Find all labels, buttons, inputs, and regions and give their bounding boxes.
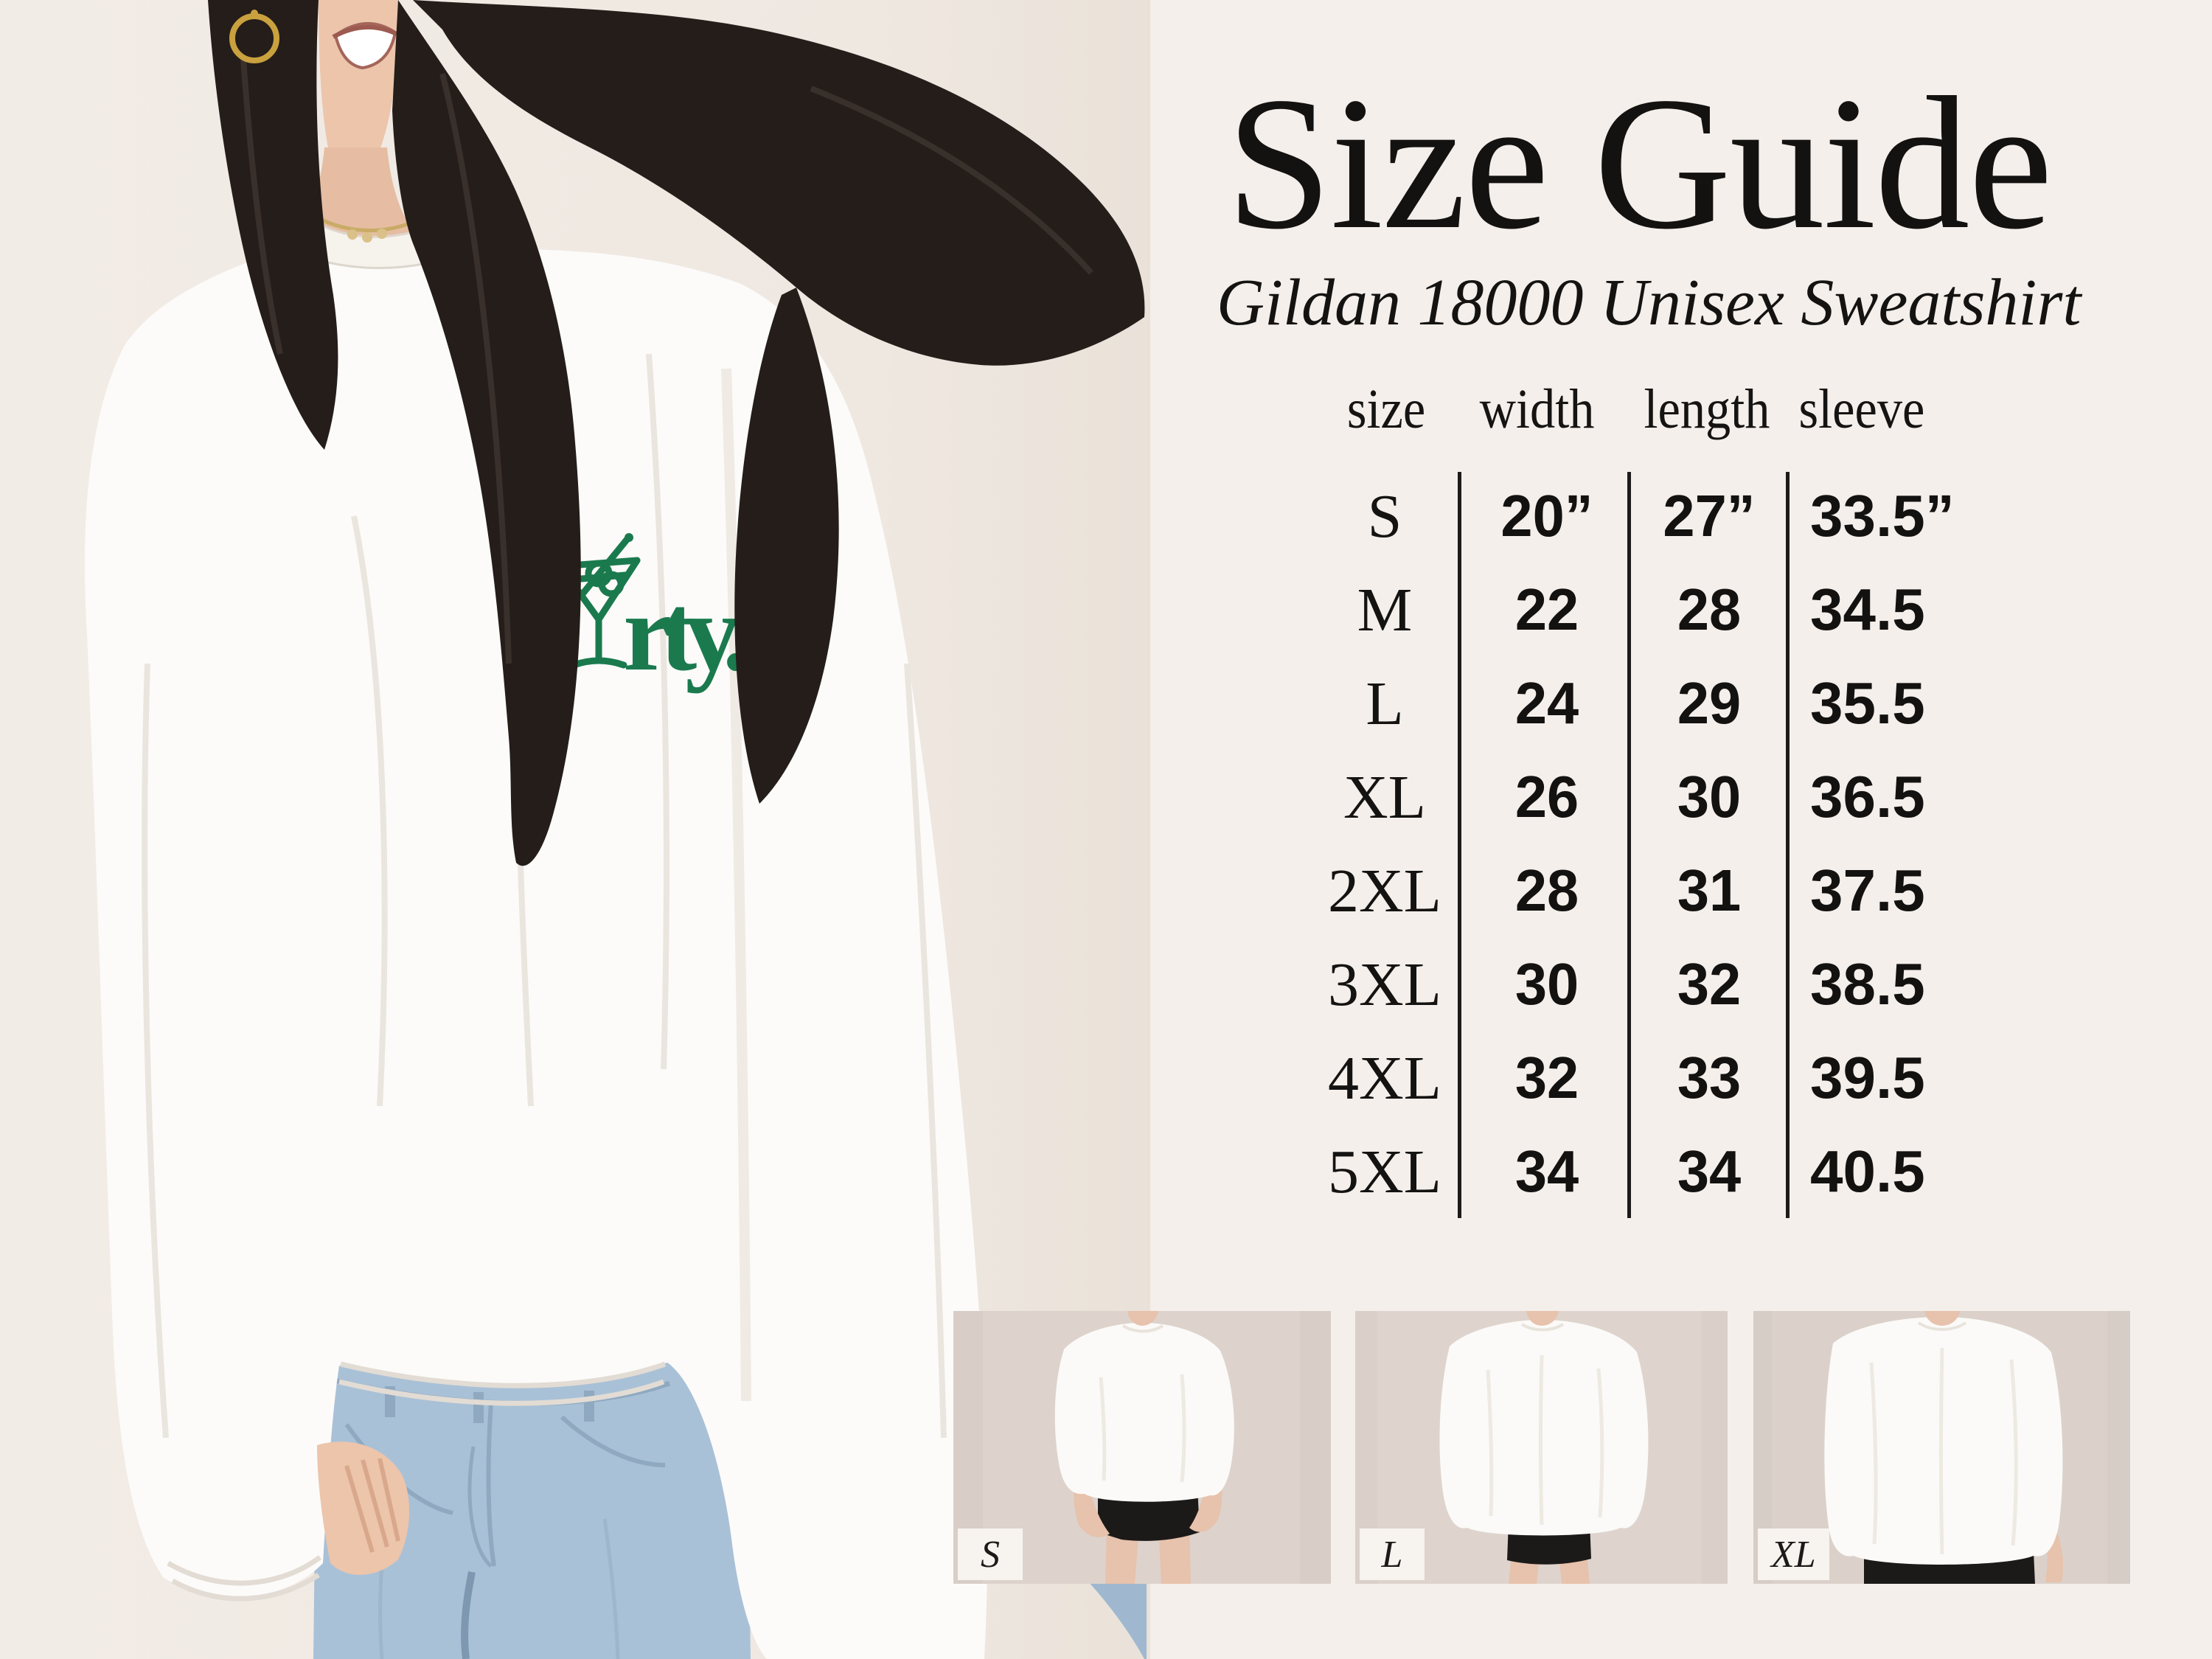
page-subtitle: Gildan 18000 Unisex Sweatshirt: [1217, 266, 2081, 339]
thumbnail-label: S: [958, 1528, 1023, 1580]
length-cell: 30: [1677, 764, 1742, 830]
column-header-length: length: [1644, 378, 1770, 440]
column-header-width: width: [1480, 378, 1595, 440]
length-cell: 27”: [1663, 483, 1756, 549]
width-cell: 32: [1514, 1045, 1579, 1110]
length-cell: 33: [1677, 1045, 1742, 1110]
sleeve-cell: 37.5: [1810, 858, 1925, 923]
column-header-sleeve: sleeve: [1798, 378, 1925, 440]
thumbnail-label: XL: [1758, 1528, 1829, 1580]
thumbnail-size-xl: XL: [1753, 1311, 2130, 1584]
width-cell: 20”: [1500, 483, 1593, 549]
size-cell: S: [1367, 481, 1402, 551]
embroidery-text-suffix: rty.: [623, 571, 750, 694]
size-cell: 3XL: [1328, 950, 1441, 1019]
size-cell: L: [1366, 669, 1404, 738]
thumbnail-label: L: [1360, 1528, 1425, 1580]
sleeve-cell: 38.5: [1810, 951, 1925, 1017]
sleeve-cell: 33.5”: [1810, 483, 1955, 549]
thumbnail-size-l: L: [1355, 1311, 1728, 1584]
sleeve-cell: 34.5: [1810, 577, 1925, 642]
length-cell: 28: [1677, 577, 1742, 642]
width-cell: 26: [1514, 764, 1579, 830]
sleeve-cell: 40.5: [1810, 1138, 1925, 1204]
length-cell: 32: [1677, 951, 1742, 1017]
column-divider: [1786, 472, 1790, 1218]
page-title: Size Guide: [1225, 58, 2053, 268]
sleeve-cell: 35.5: [1810, 670, 1925, 736]
width-cell: 24: [1514, 670, 1579, 736]
length-cell: 34: [1677, 1138, 1742, 1204]
model-photo: d rty.: [0, 0, 1150, 1659]
model-hand: [317, 1441, 410, 1575]
martini-glass-icon: [557, 533, 641, 669]
size-cell: XL: [1343, 762, 1426, 832]
size-cell: 5XL: [1328, 1137, 1441, 1206]
width-cell: 22: [1514, 577, 1579, 642]
column-divider: [1627, 472, 1631, 1218]
length-cell: 31: [1677, 858, 1742, 923]
column-divider: [1458, 472, 1461, 1218]
thumbnail-size-s: S: [953, 1311, 1331, 1584]
hoop-earring-icon: [229, 10, 279, 63]
width-cell: 34: [1514, 1138, 1579, 1204]
column-header-size: size: [1346, 378, 1426, 440]
size-cell: 2XL: [1328, 856, 1441, 925]
sleeve-cell: 36.5: [1810, 764, 1925, 830]
sleeve-cell: 39.5: [1810, 1045, 1925, 1110]
width-cell: 30: [1514, 951, 1579, 1017]
size-cell: M: [1357, 575, 1413, 644]
size-cell: 4XL: [1328, 1043, 1441, 1113]
width-cell: 28: [1514, 858, 1579, 923]
length-cell: 29: [1677, 670, 1742, 736]
model-hair: [208, 0, 1145, 866]
